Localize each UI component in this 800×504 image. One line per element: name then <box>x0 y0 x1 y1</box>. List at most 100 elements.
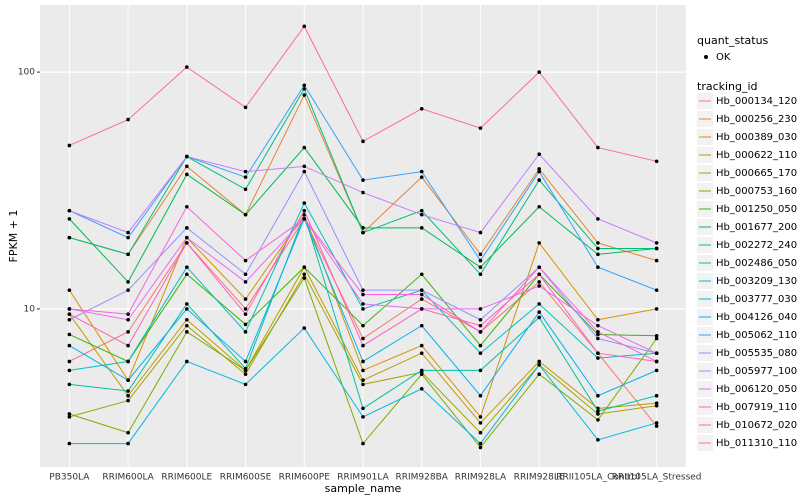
x-tick-label: RRIM928LA <box>455 473 507 483</box>
data-point <box>126 330 130 334</box>
data-point <box>361 292 365 297</box>
data-point <box>654 333 659 338</box>
data-point <box>478 265 483 270</box>
data-point <box>654 421 659 425</box>
data-point <box>537 204 541 209</box>
data-point <box>126 312 130 316</box>
data-point <box>185 307 189 311</box>
data-point <box>596 332 600 337</box>
data-point <box>478 230 483 235</box>
data-point <box>126 317 130 322</box>
legend-label: Hb_001250_050 <box>716 204 797 215</box>
data-point <box>596 438 600 442</box>
x-tick-label: RRII105LA_Control <box>556 473 639 483</box>
data-point <box>478 368 483 373</box>
data-point <box>419 386 424 391</box>
data-point <box>361 378 365 382</box>
data-point <box>537 310 541 314</box>
data-point <box>361 178 365 182</box>
data-point <box>302 87 307 91</box>
legend-label: Hb_005062_110 <box>716 330 797 341</box>
data-point <box>596 252 600 257</box>
data-point <box>185 65 189 69</box>
data-point <box>478 343 483 348</box>
data-point <box>654 307 659 311</box>
data-point <box>67 441 72 446</box>
data-point <box>596 393 600 398</box>
data-point <box>537 70 541 74</box>
data-point <box>537 178 541 182</box>
data-point <box>419 212 424 217</box>
data-point <box>243 175 248 179</box>
data-point <box>302 276 307 280</box>
data-point <box>654 393 659 398</box>
data-point <box>654 288 659 292</box>
data-point <box>126 430 130 435</box>
data-point <box>596 323 600 328</box>
data-point <box>243 366 248 371</box>
data-point <box>478 421 483 425</box>
data-point <box>243 169 248 174</box>
data-point <box>419 292 424 297</box>
data-point <box>185 235 189 240</box>
data-point <box>596 351 600 356</box>
y-axis-label: FPKM + 1 <box>7 210 20 263</box>
legend-label: Hb_003777_030 <box>716 294 797 305</box>
data-point <box>361 359 365 364</box>
legend-label: Hb_000134_120 <box>716 96 797 107</box>
data-point <box>185 359 189 364</box>
data-point <box>185 226 189 230</box>
legend-label: Hb_006120_050 <box>716 384 797 395</box>
data-point <box>361 226 365 230</box>
data-point <box>126 378 130 382</box>
data-point <box>185 172 189 177</box>
data-point <box>537 302 541 306</box>
data-point <box>537 359 541 364</box>
data-point <box>243 272 248 277</box>
data-point <box>302 265 307 270</box>
data-point <box>537 284 541 288</box>
legend-label: Hb_000665_170 <box>716 168 797 179</box>
data-point <box>419 343 424 348</box>
data-point <box>185 272 189 277</box>
data-point <box>478 351 483 356</box>
x-tick-label: RRIM600PE <box>279 473 331 483</box>
data-point <box>478 445 483 450</box>
data-point <box>419 226 424 230</box>
data-point <box>537 372 541 377</box>
legend-label: OK <box>716 52 731 63</box>
data-point <box>419 106 424 111</box>
data-point <box>596 336 600 341</box>
data-point <box>67 332 72 337</box>
legend-label: Hb_007919_110 <box>716 402 797 413</box>
data-point <box>302 208 307 213</box>
data-point <box>478 323 483 328</box>
data-point <box>478 415 483 419</box>
data-point <box>243 280 248 284</box>
data-point <box>361 190 365 195</box>
data-point <box>185 154 189 159</box>
legend-label: Hb_000622_110 <box>716 150 797 161</box>
data-point <box>419 307 424 311</box>
data-point <box>537 280 541 284</box>
legend-label: Hb_001677_200 <box>716 222 797 233</box>
legend-title: quant_status <box>697 34 769 47</box>
data-point <box>654 359 659 364</box>
data-point <box>185 204 189 209</box>
data-point <box>596 217 600 221</box>
data-point <box>126 235 130 240</box>
data-point <box>67 368 72 373</box>
data-point <box>67 288 72 292</box>
data-point <box>243 105 248 110</box>
data-point <box>478 258 483 263</box>
data-point <box>419 169 424 174</box>
data-point <box>361 415 365 419</box>
data-point <box>361 230 365 235</box>
data-point <box>302 217 307 221</box>
data-point <box>537 315 541 320</box>
data-point <box>419 351 424 356</box>
data-point <box>126 393 130 398</box>
data-point <box>243 307 248 311</box>
data-point <box>243 258 248 263</box>
